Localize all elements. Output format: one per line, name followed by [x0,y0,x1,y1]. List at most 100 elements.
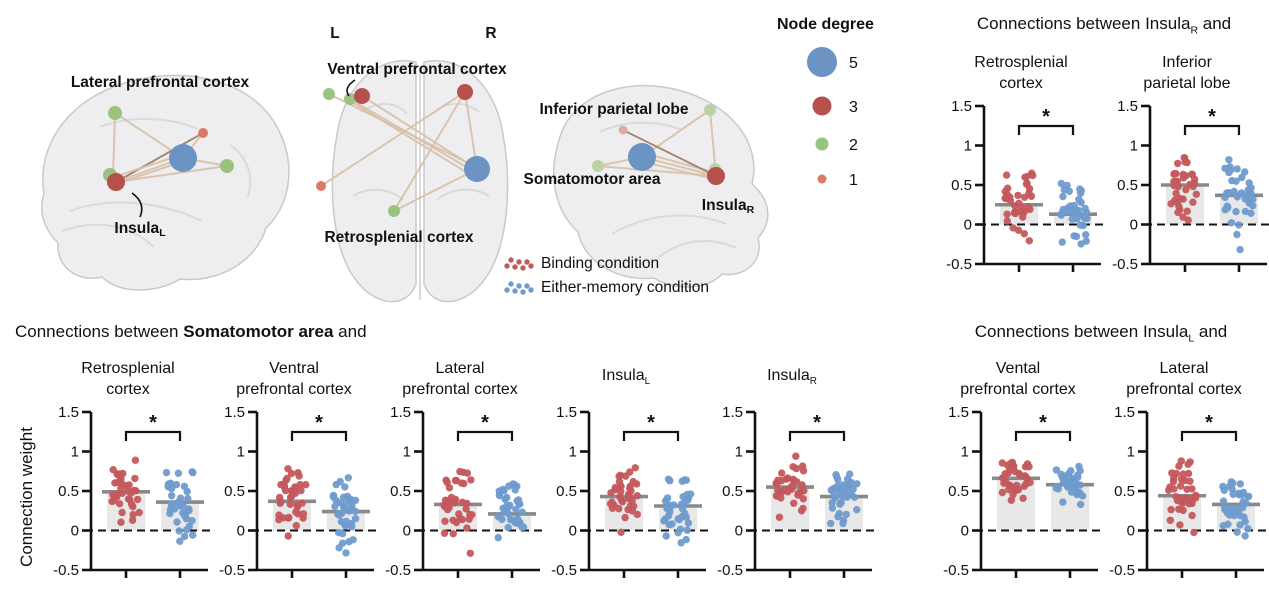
points-either [162,468,197,545]
sig-bracket [788,430,846,441]
y-tick-label: -0.5 [53,562,79,579]
chart-group-insula-l: Connections between InsulaL and Vental pr… [935,322,1267,599]
scatter-plot: 1.5 1 0.5 0 -0.5 * [1112,98,1269,273]
y-tick-label: 1.5 [1114,404,1135,421]
plot-title: InsulaR [767,367,817,388]
y-tick-label: 0.5 [224,483,245,500]
points-either [329,474,360,557]
sig-star: * [149,412,157,434]
points-either [1052,463,1087,509]
condition-legend-item: Either-memory condition [503,276,709,300]
y-tick-label: 1 [71,444,79,461]
plot-somatomotor-3: InsulaL 1.5 1 0.5 0 -0.5 * [543,356,709,599]
brain-svg-lateral-left: Lateral prefrontal cortex InsulaL [40,74,290,291]
plot-title: Lateral prefrontal cortex [402,360,518,398]
node [704,104,716,116]
points-binding [772,452,808,521]
plot-insula-l-0: Vental prefrontal cortex 1.5 1 0.5 0 -0.5 * [935,356,1101,599]
significance: * [124,412,182,441]
condition-dots-icon [504,281,534,295]
scatter-plot: 1.5 1 0.5 0 -0.5 * [219,404,377,579]
sig-bracket [622,430,680,441]
y-tick-label: 0 [1127,523,1135,540]
brain-outline [331,60,509,303]
y-tick-label: -0.5 [717,562,743,579]
y-tick-label: 1 [403,444,411,461]
significance: * [456,412,514,441]
significance: * [788,412,846,441]
y-tick-label: 1 [569,444,577,461]
y-tick-label: -0.5 [219,562,245,579]
axes [414,410,540,578]
significance: * [290,412,348,441]
sig-bracket [456,430,514,441]
plot-title: Lateral prefrontal cortex [1126,360,1242,399]
sig-bracket [1014,431,1072,442]
y-tick-label: 0 [961,523,969,540]
sig-star: * [1042,106,1050,128]
significance: * [1183,106,1241,136]
degree-value: 2 [849,137,858,154]
degree-value: 3 [849,99,858,116]
scatter-plot: 1.5 1 0.5 0 -0.5 * [946,98,1104,273]
y-tick-label: 1.5 [58,404,79,421]
node [618,125,628,135]
points-binding [606,464,641,536]
brain-sulcus [99,117,199,130]
network-nodes [592,104,725,185]
brain-outline [40,74,290,291]
axes [1138,411,1264,579]
y-axis-label: Connection weight [17,427,36,567]
sig-star: * [813,412,821,434]
plot-somatomotor-0: Retrosplenial cortex 1.5 1 0.5 0 -0.5 * [45,356,211,599]
y-tick-label: 1.5 [951,98,972,115]
brain-sulcus [611,214,727,235]
sig-star: * [1039,412,1047,434]
node [316,181,326,191]
points-binding [440,467,476,557]
y-tick-label: -0.5 [385,562,411,579]
sig-bracket [1183,125,1241,136]
brain-region-label: Ventral prefrontal cortex [327,61,507,78]
points-either [1057,180,1091,248]
sig-star: * [315,412,323,434]
plot-title: Inferior parietal lobe [1143,54,1231,93]
condition-label: Either-memory condition [541,279,709,296]
plots-row: Retrosplenial cortex 1.5 1 0.5 0 -0.5 * Inferior… [938,50,1269,293]
y-tick-label: 1.5 [390,404,411,421]
y-tick-label: -0.5 [1109,562,1135,579]
brain-diagram-axial: L R Ventral prefrontal cortex Retrosplenial… [295,16,545,321]
brain-sulcus [69,201,203,222]
axes [1141,105,1267,273]
significance: * [622,412,680,441]
node [198,128,208,138]
label-pointer [131,192,143,218]
plot-title: Vental prefrontal cortex [960,360,1076,399]
y-tick-label: 0.5 [1117,177,1138,194]
degree-value: 1 [849,172,858,189]
points-binding [108,456,143,526]
y-tick-label: 1 [964,138,972,155]
brain-region-label: InsulaL [114,220,166,239]
y-tick-label: 1 [1130,138,1138,155]
y-tick-label: 1.5 [224,404,245,421]
brain-diagram-left-lateral: Lateral prefrontal cortex InsulaL [10,35,300,310]
scatter-plot: 1.5 1 0.5 0 -0.5 * [717,404,875,579]
plot-insula-r-1: Inferior parietal lobe 1.5 1 0.5 0 -0.5 * [1104,50,1269,293]
scatter-plot: 1.5 1 0.5 0 -0.5 * [53,404,211,579]
y-tick-label: 0 [1130,217,1138,234]
points-either [1219,478,1253,540]
plot-insula-r-0: Retrosplenial cortex 1.5 1 0.5 0 -0.5 * [938,50,1104,293]
chart-group-title: Connections between Somatomotor area and [15,322,367,341]
significance: * [1014,412,1072,442]
node [323,88,335,100]
plot-somatomotor-1: Ventral prefrontal cortex 1.5 1 0.5 0 -0.5 * [211,356,377,599]
plot-somatomotor-2: Lateral prefrontal cortex 1.5 1 0.5 0 -0.5 * [377,356,543,599]
scatter-plot: 1.5 1 0.5 0 -0.5 * [551,404,709,579]
brain-sulcus [657,240,737,259]
plot-title: Ventral prefrontal cortex [236,360,352,398]
y-tick-label: 1.5 [948,404,969,421]
brain-region-label: L [330,25,339,42]
sig-bracket [1180,431,1238,442]
